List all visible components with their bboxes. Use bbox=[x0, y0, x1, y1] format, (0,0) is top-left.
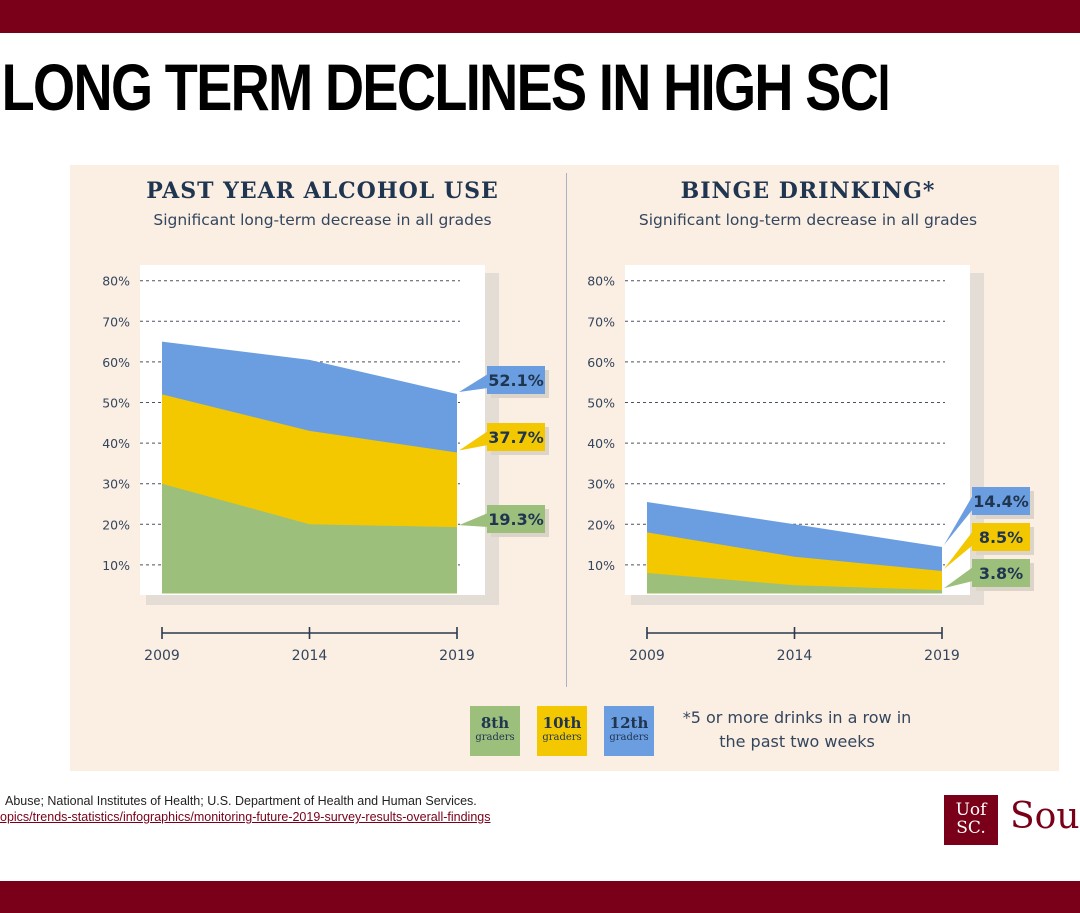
y-tick-label: 70% bbox=[587, 314, 615, 329]
callout-box bbox=[972, 523, 1030, 551]
y-tick-label: 50% bbox=[587, 396, 615, 411]
legend-8th: 8th graders bbox=[470, 706, 520, 756]
data-label-10th: 37.7% bbox=[488, 428, 544, 447]
callout-pointer bbox=[944, 531, 973, 569]
y-tick-label: 30% bbox=[587, 477, 615, 492]
value-callout-12th: 14.4% bbox=[944, 487, 1034, 546]
data-label-8th: 19.3% bbox=[488, 510, 544, 529]
callout-pointer bbox=[459, 431, 488, 451]
y-tick-label: 30% bbox=[102, 477, 130, 492]
legend-10th: 10th graders bbox=[537, 706, 587, 756]
legend-8th-sub: graders bbox=[475, 732, 515, 743]
legend-12th-sub: graders bbox=[609, 732, 649, 743]
data-label-10th: 8.5% bbox=[979, 528, 1023, 547]
area-8th-graders bbox=[647, 573, 942, 594]
binge-footnote: *5 or more drinks in a row in the past t… bbox=[682, 708, 912, 751]
legend-12th-label: 12th bbox=[609, 714, 649, 732]
y-tick-label: 20% bbox=[587, 517, 615, 532]
top-band bbox=[0, 0, 1080, 33]
source-text: Abuse; National Institutes of Health; U.… bbox=[5, 794, 477, 808]
data-label-12th: 52.1% bbox=[488, 371, 544, 390]
y-tick-label: 20% bbox=[102, 517, 130, 532]
x-tick-label: 2009 bbox=[629, 648, 665, 664]
panel-divider bbox=[566, 173, 567, 687]
bottom-band bbox=[0, 881, 1080, 913]
value-callout-8th: 19.3% bbox=[459, 505, 549, 537]
callout-box bbox=[487, 423, 545, 451]
alcohol-use-chart: 10% 20% 30% 40% 50% 60% 70% 80% 19.3% 37.7% 52.1% 2… bbox=[102, 265, 549, 664]
x-tick-label: 2014 bbox=[777, 648, 813, 664]
callout-box bbox=[487, 366, 545, 394]
data-label-12th: 14.4% bbox=[973, 492, 1029, 511]
source-link[interactable]: opics/trends-statistics/infographics/mon… bbox=[0, 810, 491, 824]
legend-10th-label: 10th bbox=[542, 714, 582, 732]
binge-drinking-chart: 10% 20% 30% 40% 50% 60% 70% 80% 3.8% 8.5% 14.4% 200… bbox=[587, 265, 1034, 664]
chart-2-title: BINGE DRINKING* bbox=[680, 178, 936, 204]
data-label-8th: 3.8% bbox=[979, 564, 1023, 583]
y-tick-label: 60% bbox=[102, 355, 130, 370]
callout-pointer bbox=[459, 374, 488, 392]
area-10th-graders bbox=[647, 532, 942, 594]
logo-top-text: Uof bbox=[955, 800, 987, 820]
usc-logo: Uof SC. bbox=[944, 795, 998, 845]
logo-wordmark: Sou bbox=[1010, 796, 1080, 837]
y-tick-label: 50% bbox=[102, 396, 130, 411]
x-tick-label: 2019 bbox=[439, 648, 475, 664]
chart-1-subtitle: Significant long-term decrease in all gr… bbox=[153, 211, 492, 229]
slide-title-container: LONG TERM DECLINES IN HIGH SCHOOL USE bbox=[0, 52, 1080, 124]
callout-pointer bbox=[944, 567, 973, 589]
slide-title: LONG TERM DECLINES IN HIGH SCHOOL USE bbox=[1, 52, 888, 122]
y-tick-label: 10% bbox=[102, 558, 130, 573]
y-tick-label: 80% bbox=[587, 274, 615, 289]
y-tick-label: 60% bbox=[587, 355, 615, 370]
legend-8th-label: 8th bbox=[480, 714, 510, 732]
x-tick-label: 2014 bbox=[292, 648, 328, 664]
y-tick-label: 70% bbox=[102, 314, 130, 329]
area-8th-graders bbox=[162, 483, 457, 594]
x-tick-label: 2009 bbox=[144, 648, 180, 664]
y-tick-label: 80% bbox=[102, 274, 130, 289]
value-callout-10th: 37.7% bbox=[459, 423, 549, 455]
y-tick-label: 40% bbox=[587, 436, 615, 451]
y-tick-label: 10% bbox=[587, 558, 615, 573]
value-callout-12th: 52.1% bbox=[459, 366, 549, 398]
value-callout-10th: 8.5% bbox=[944, 523, 1034, 569]
y-tick-label: 40% bbox=[102, 436, 130, 451]
chart-1-title: PAST YEAR ALCOHOL USE bbox=[146, 178, 499, 204]
value-callout-8th: 3.8% bbox=[944, 559, 1034, 591]
logo-bottom-text: SC. bbox=[956, 818, 986, 838]
callout-box bbox=[487, 505, 545, 533]
callout-box bbox=[972, 487, 1030, 515]
callout-pointer bbox=[459, 513, 488, 527]
chart-2-subtitle: Significant long-term decrease in all gr… bbox=[638, 211, 978, 229]
callout-box bbox=[972, 559, 1030, 587]
x-tick-label: 2019 bbox=[924, 648, 960, 664]
legend-10th-sub: graders bbox=[542, 732, 582, 743]
legend-12th: 12th graders bbox=[604, 706, 654, 756]
